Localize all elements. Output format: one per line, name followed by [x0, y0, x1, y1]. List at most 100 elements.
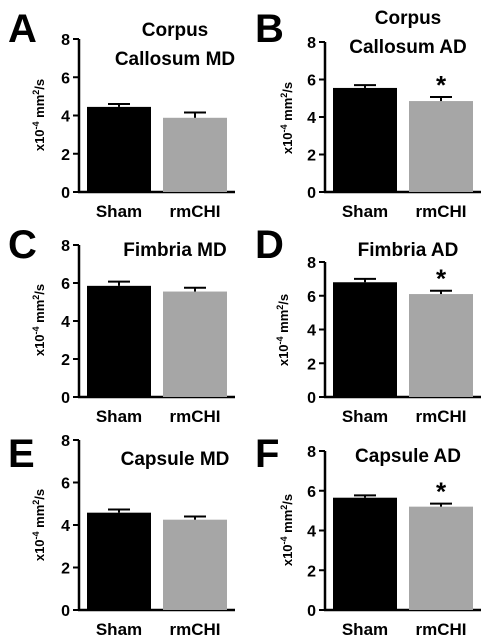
y-label-superscript: -4	[275, 336, 285, 344]
y-label-superscript: -4	[279, 536, 289, 544]
y-label-text: mm	[32, 95, 47, 122]
bar-sham	[333, 497, 397, 610]
y-tick-label: 4	[61, 109, 70, 126]
y-tick-label: 6	[61, 276, 70, 293]
y-label-text: /s	[32, 284, 47, 295]
y-tick-label: 0	[307, 603, 316, 620]
bar-sham	[87, 512, 151, 610]
panel-letter: F	[255, 432, 279, 476]
y-axis-label: x10-4 mm2/s	[31, 79, 47, 151]
y-tick-label: 0	[61, 390, 70, 407]
significance-asterisk: *	[436, 477, 447, 507]
x-tick-label: rmCHI	[415, 407, 466, 426]
x-tick-label: Sham	[96, 202, 142, 221]
y-label-superscript: 2	[31, 500, 41, 505]
y-axis-label: x10-4 mm2/s	[31, 489, 47, 561]
y-tick-label: 2	[61, 352, 70, 369]
y-tick-label: 2	[61, 561, 70, 578]
bar-sham	[87, 285, 151, 397]
y-label-text: x10	[32, 539, 47, 561]
y-tick-label: 4	[307, 110, 316, 127]
y-tick-label: 2	[307, 563, 316, 580]
y-label-superscript: 2	[31, 295, 41, 300]
chart-title: Fimbria AD	[358, 240, 459, 261]
y-label-text: x10	[276, 344, 291, 366]
y-label-text: /s	[32, 79, 47, 90]
y-tick-label: 2	[61, 147, 70, 164]
y-label-text: /s	[280, 82, 295, 93]
y-label-text: /s	[32, 489, 47, 500]
y-tick-label: 0	[307, 390, 316, 407]
chart-title: Corpus	[142, 20, 209, 41]
x-tick-label: rmCHI	[415, 620, 466, 639]
y-axis-label: x10-4 mm2/s	[279, 82, 295, 154]
y-axis-label: x10-4 mm2/s	[279, 494, 295, 566]
panel-letter: D	[255, 223, 284, 267]
chart-title: Corpus	[375, 8, 442, 29]
chart-title: Capsule AD	[355, 446, 461, 467]
y-label-text: x10	[280, 132, 295, 154]
panel-letter: B	[255, 7, 284, 51]
chart-title: Capsule MD	[121, 449, 230, 470]
x-tick-label: Sham	[342, 620, 388, 639]
x-tick-label: rmCHI	[415, 202, 466, 221]
y-label-superscript: -4	[31, 121, 41, 129]
bar-rmchi	[163, 117, 227, 192]
y-tick-label: 6	[307, 73, 316, 90]
x-tick-label: Sham	[96, 620, 142, 639]
y-tick-label: 2	[307, 356, 316, 373]
chart-title: Fimbria MD	[123, 240, 226, 261]
y-tick-label: 6	[61, 476, 70, 493]
bar-rmchi	[163, 291, 227, 397]
panel-letter: C	[8, 223, 37, 267]
bar-rmchi	[409, 101, 473, 192]
y-tick-label: 6	[307, 289, 316, 306]
x-tick-label: Sham	[342, 202, 388, 221]
chart-panel-c: C Fimbria MD x10-4 mm2/s 0 2 4 6 8 Sham rmCHI	[8, 223, 235, 426]
x-tick-label: rmCHI	[169, 407, 220, 426]
y-label-superscript: -4	[279, 124, 289, 132]
y-label-text: x10	[32, 334, 47, 356]
y-tick-label: 4	[61, 314, 70, 331]
x-tick-label: rmCHI	[169, 620, 220, 639]
y-label-text: /s	[276, 294, 291, 305]
y-label-text: mm	[276, 310, 291, 337]
bar-sham	[333, 282, 397, 397]
y-tick-label: 0	[61, 603, 70, 620]
significance-asterisk: *	[436, 264, 447, 294]
y-tick-label: 0	[307, 185, 316, 202]
x-tick-label: Sham	[342, 407, 388, 426]
y-label-text: x10	[32, 129, 47, 151]
y-tick-label: 0	[61, 185, 70, 202]
y-axis-label: x10-4 mm2/s	[31, 284, 47, 356]
bar-sham	[87, 106, 151, 192]
y-tick-label: 8	[307, 444, 316, 461]
y-label-superscript: -4	[31, 531, 41, 539]
bar-rmchi	[409, 294, 473, 397]
y-tick-label: 6	[61, 70, 70, 87]
bar-rmchi	[163, 519, 227, 610]
y-label-superscript: 2	[279, 93, 289, 98]
y-label-text: mm	[32, 300, 47, 327]
panel-letter: A	[8, 7, 37, 51]
y-label-text: x10	[280, 544, 295, 566]
y-label-superscript: 2	[275, 305, 285, 310]
y-axis-label: x10-4 mm2/s	[275, 294, 291, 366]
panel-letter: E	[8, 432, 35, 476]
x-tick-label: Sham	[96, 407, 142, 426]
significance-asterisk: *	[436, 70, 447, 100]
y-tick-label: 2	[307, 148, 316, 165]
y-tick-label: 4	[307, 323, 316, 340]
y-tick-label: 8	[61, 238, 70, 255]
chart-title: Callosum MD	[115, 49, 235, 70]
y-tick-label: 4	[61, 518, 70, 535]
y-label-text: mm	[280, 98, 295, 125]
bar-rmchi	[409, 506, 473, 610]
y-tick-label: 8	[307, 255, 316, 272]
y-label-superscript: 2	[31, 90, 41, 95]
